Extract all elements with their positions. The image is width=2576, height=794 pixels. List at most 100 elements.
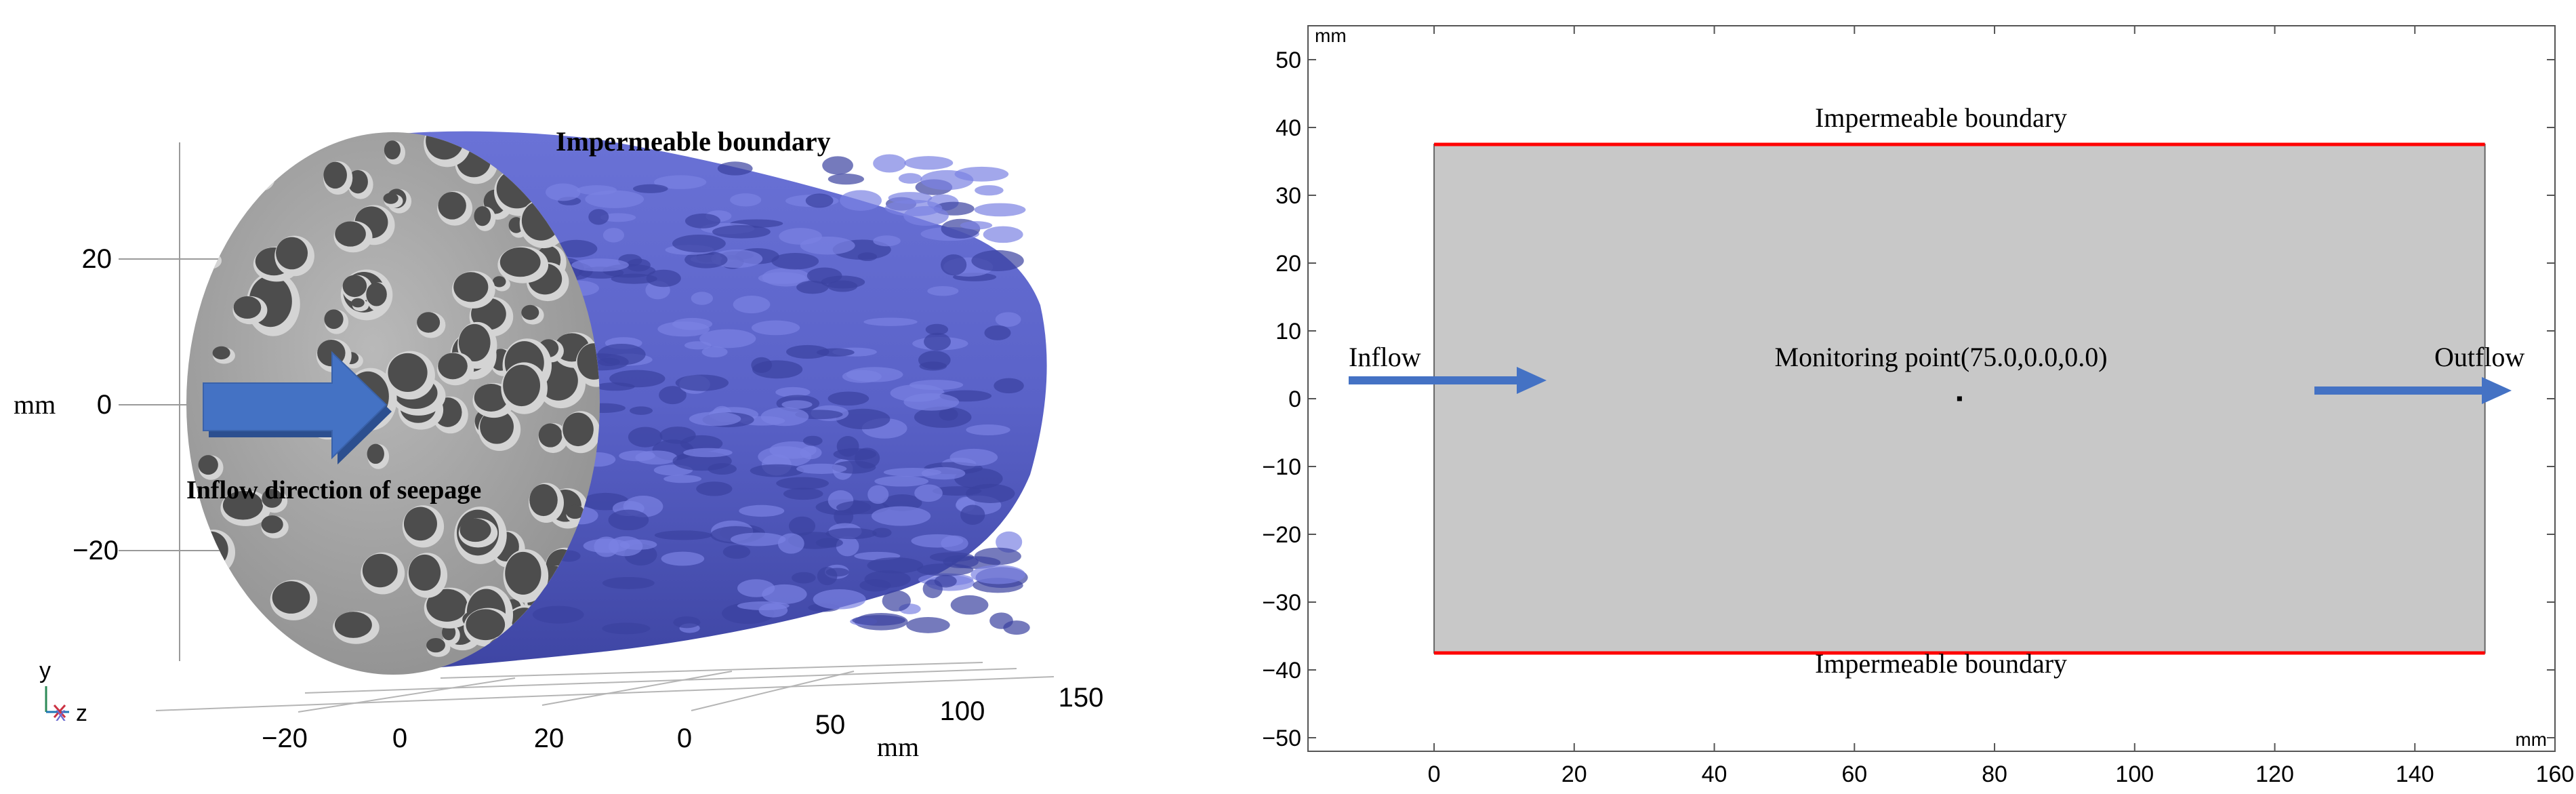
- x-tick-label: 100: [2115, 761, 2154, 787]
- x-tick-label: 160: [2536, 761, 2575, 787]
- pore-rim: [248, 163, 275, 191]
- surface-bump: [684, 213, 720, 229]
- surface-bump: [781, 400, 813, 409]
- surface-bump: [730, 532, 786, 547]
- pore-hole: [334, 612, 372, 638]
- pore-hole: [466, 609, 506, 641]
- surface-bump: [760, 407, 809, 426]
- floor-grid: [155, 662, 1055, 713]
- y-tick-label: −10: [1262, 454, 1301, 480]
- surface-bump: [909, 380, 964, 391]
- x-axis-ticks: 0 20 40 60 80 100 120 140 160: [1428, 26, 2575, 787]
- y-unit-label: mm: [1315, 25, 1347, 46]
- surface-bump: [737, 601, 790, 610]
- surface-bump: [663, 475, 702, 483]
- pore-hole: [565, 504, 584, 519]
- y-tick-label: −20: [1262, 522, 1301, 548]
- surface-bump: [646, 269, 681, 287]
- pore-rim: [186, 195, 209, 218]
- pore-hole: [234, 153, 247, 168]
- surface-bump: [739, 504, 785, 517]
- y-tick-label: 30: [1275, 183, 1301, 209]
- pore-hole: [453, 272, 489, 302]
- pore-hole: [408, 554, 441, 591]
- surface-bump: [602, 576, 655, 589]
- pore-hole: [214, 185, 230, 197]
- surface-bump: [836, 436, 859, 457]
- pore-hole: [563, 412, 594, 447]
- surface-bump: [813, 589, 866, 610]
- pore-hole: [335, 221, 366, 247]
- pore-hole: [186, 622, 201, 641]
- pore-hole: [474, 206, 491, 226]
- surface-bump: [898, 173, 922, 184]
- surface-bump: [857, 252, 878, 262]
- surface-bump: [904, 156, 954, 170]
- surface-bump: [654, 530, 712, 540]
- pore-rim: [186, 204, 229, 253]
- surface-bump: [675, 374, 729, 391]
- surface-bump: [940, 254, 967, 276]
- x-tick-label: 140: [2396, 761, 2434, 787]
- surface-bump: [836, 500, 889, 515]
- surface-bump: [827, 174, 864, 185]
- pore-hole: [248, 163, 270, 186]
- z-tick-label: 0: [677, 723, 692, 753]
- x-tick-label: 40: [1702, 761, 1727, 787]
- surface-bump: [852, 615, 906, 626]
- pore-hole: [480, 409, 514, 444]
- surface-bump: [806, 267, 842, 284]
- surface-bump: [874, 475, 929, 487]
- surface-bump: [863, 317, 918, 326]
- pore-hole: [204, 148, 220, 165]
- surface-bump: [903, 393, 960, 411]
- pore-hole: [438, 192, 466, 220]
- surface-bump: [597, 343, 646, 365]
- surface-bump: [691, 292, 714, 305]
- surface-bump: [659, 386, 687, 405]
- axis-triad: y x z: [39, 658, 87, 726]
- surface-bump: [796, 463, 847, 475]
- inflow-label: Inflow: [1349, 342, 1421, 372]
- surface-bump: [867, 485, 889, 504]
- surface-bump: [628, 426, 663, 448]
- pore-hole: [198, 455, 218, 475]
- pore-hole: [383, 193, 398, 204]
- surface-bump: [882, 590, 911, 612]
- surface-bump: [751, 320, 800, 336]
- x-tick-label: 80: [1982, 761, 2007, 787]
- x-unit-label: mm: [2515, 729, 2547, 750]
- surface-bump: [717, 161, 753, 176]
- surface-bump: [712, 224, 771, 239]
- monitoring-point-label: Monitoring point(75.0,0.0,0.0): [1774, 342, 2107, 372]
- surface-bump: [975, 185, 1004, 196]
- z-tick-label: 50: [815, 710, 846, 740]
- pore-hole: [388, 353, 428, 393]
- pore-rim: [205, 148, 225, 170]
- surface-bump: [805, 193, 834, 208]
- surface-bump: [722, 544, 751, 559]
- y-tick-label: −50: [1262, 726, 1301, 751]
- surface-bump: [672, 234, 726, 253]
- pore-hole: [362, 553, 398, 588]
- surface-bump: [822, 156, 853, 175]
- surface-bump: [600, 213, 636, 222]
- surface-bump: [626, 258, 651, 272]
- surface-bump: [872, 528, 892, 538]
- y-tick-label: −30: [1262, 590, 1301, 616]
- pore-rim: [215, 186, 235, 201]
- monitoring-point-marker: [1957, 396, 1962, 401]
- outflow-label: Outflow: [2434, 342, 2524, 372]
- y-tick-label: 40: [1275, 115, 1301, 141]
- x-tick-label: 20: [1561, 761, 1587, 787]
- surface-bump: [684, 251, 728, 269]
- surface-bump: [970, 565, 1026, 584]
- pore-hole: [403, 507, 437, 541]
- pore-rim: [250, 641, 288, 675]
- pore-hole: [503, 364, 541, 407]
- surface-bump: [995, 312, 1021, 327]
- surface-bump: [934, 574, 957, 588]
- pore-hole: [222, 491, 264, 520]
- surface-bump: [989, 612, 1013, 629]
- pore-hole: [417, 312, 441, 333]
